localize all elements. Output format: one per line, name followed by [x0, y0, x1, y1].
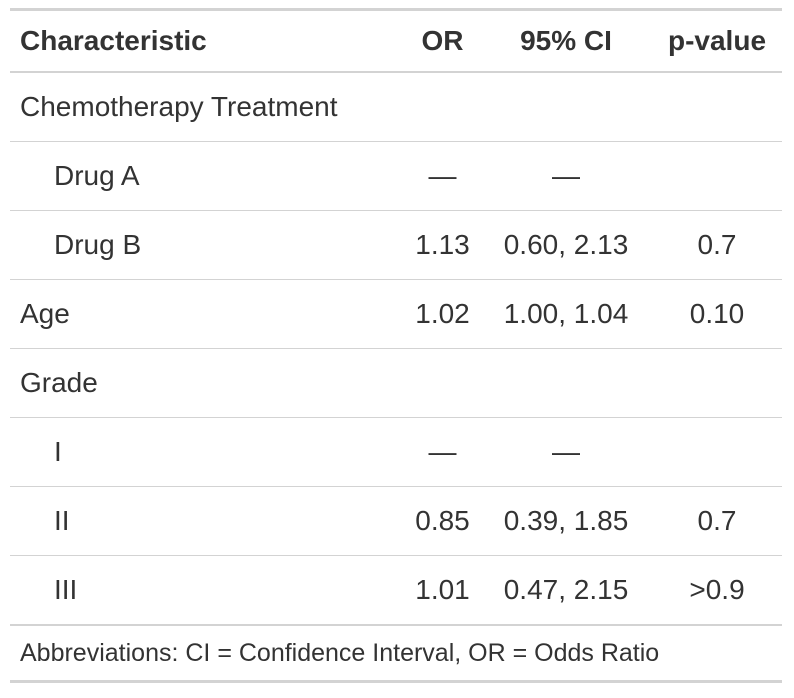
cell-p: [652, 418, 782, 487]
header-cell: 95% CI: [520, 25, 612, 56]
cell-p: [652, 349, 782, 418]
header-cell: p-value: [667, 25, 767, 56]
table-row: Age 1.02 1.00, 1.04 0.10: [10, 280, 782, 349]
footnote: Abbreviations: CI = Confidence Interval,…: [20, 638, 660, 667]
results-table: Characteristic OR 95% CI p-value Chemoth…: [10, 8, 782, 683]
cell-p: >0.9: [689, 574, 745, 605]
cell-ci: 0.60, 2.13: [503, 229, 629, 260]
table-row: III 1.01 0.47, 2.15 >0.9: [10, 556, 782, 625]
row-label: Age: [20, 298, 70, 329]
cell-ci: 0.39, 1.85: [503, 505, 629, 536]
header-cell: Characteristic: [20, 25, 207, 56]
row-label: II: [54, 505, 70, 536]
cell-p: 0.7: [697, 229, 737, 260]
footnote-row: Abbreviations: CI = Confidence Interval,…: [10, 625, 782, 682]
cell-or: 1.13: [415, 229, 470, 260]
table-body: Chemotherapy Treatment Drug A — — Drug B 1.13…: [10, 72, 782, 625]
table-row: Drug B 1.13 0.60, 2.13 0.7: [10, 211, 782, 280]
table-footer: Abbreviations: CI = Confidence Interval,…: [10, 625, 782, 682]
cell-or: 0.85: [415, 505, 470, 536]
cell-or: [405, 349, 480, 418]
cell-ci: —: [552, 436, 580, 467]
row-label: I: [54, 436, 62, 467]
cell-ci: 0.47, 2.15: [503, 574, 629, 605]
cell-ci: [480, 72, 652, 142]
cell-or: 1.02: [415, 298, 470, 329]
cell-or: [405, 72, 480, 142]
cell-p: [652, 142, 782, 211]
row-label: Grade: [20, 367, 98, 398]
cell-p: 0.10: [689, 298, 745, 329]
table-row: Drug A — —: [10, 142, 782, 211]
table-row: Chemotherapy Treatment: [10, 72, 782, 142]
table-row: I — —: [10, 418, 782, 487]
cell-ci: [480, 349, 652, 418]
cell-ci: —: [552, 160, 580, 191]
cell-p: 0.7: [697, 505, 737, 536]
header-cell: OR: [421, 25, 464, 56]
table-row: Grade: [10, 349, 782, 418]
row-label: Drug B: [54, 229, 142, 260]
table-header: Characteristic OR 95% CI p-value: [10, 9, 782, 72]
cell-p: [652, 72, 782, 142]
header-row: Characteristic OR 95% CI p-value: [10, 9, 782, 72]
row-label: Drug A: [54, 160, 140, 191]
row-label: Chemotherapy Treatment: [20, 91, 338, 122]
table-row: II 0.85 0.39, 1.85 0.7: [10, 487, 782, 556]
row-label: III: [54, 574, 78, 605]
cell-or: —: [428, 436, 457, 467]
cell-ci: 1.00, 1.04: [503, 298, 629, 329]
cell-or: 1.01: [415, 574, 470, 605]
cell-or: —: [428, 160, 457, 191]
